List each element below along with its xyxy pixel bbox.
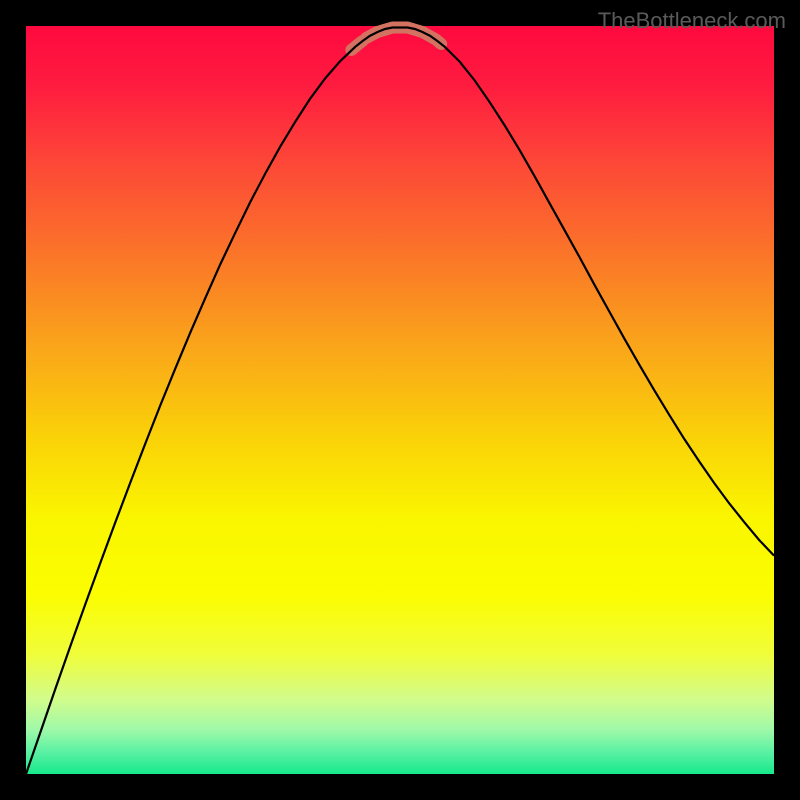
watermark-text: TheBottleneck.com	[598, 8, 786, 34]
bottleneck-chart	[0, 0, 800, 800]
plot-background	[26, 26, 774, 774]
